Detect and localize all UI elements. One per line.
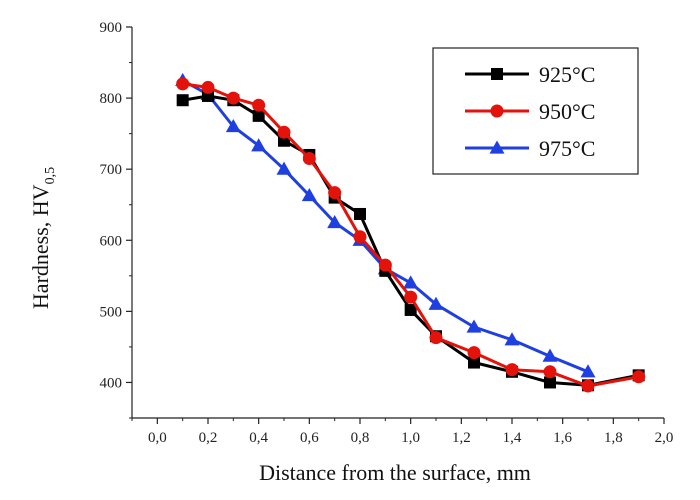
data-point xyxy=(467,346,481,360)
data-point xyxy=(277,125,291,139)
data-point xyxy=(176,94,189,107)
legend-entry-label: 950°C xyxy=(539,99,595,124)
data-point xyxy=(251,138,267,152)
data-point xyxy=(543,365,557,379)
series-line xyxy=(182,82,639,388)
series-line xyxy=(182,94,639,387)
x-tick-label: 0,8 xyxy=(351,430,370,446)
data-point xyxy=(301,187,317,202)
x-tick-label: 1,8 xyxy=(604,430,623,446)
x-tick-label: 1,4 xyxy=(503,430,522,446)
series-circle xyxy=(176,77,646,393)
data-point xyxy=(429,331,443,345)
data-point xyxy=(489,140,505,154)
data-point xyxy=(581,379,595,393)
data-point xyxy=(353,230,367,244)
y-tick-label: 600 xyxy=(100,233,123,249)
legend-box xyxy=(432,47,639,175)
data-point xyxy=(378,258,392,272)
x-tick-label: 0,4 xyxy=(249,430,268,446)
x-tick-label: 1,0 xyxy=(401,430,420,446)
data-point xyxy=(403,275,419,289)
data-point xyxy=(580,364,596,378)
data-point xyxy=(276,161,292,175)
y-axis-label: Hardness, HV0,5 xyxy=(28,167,58,309)
x-tick-label: 1,2 xyxy=(452,430,471,446)
data-point xyxy=(201,80,215,94)
data-point xyxy=(505,363,519,377)
y-axis-label-subscript: 0,5 xyxy=(43,167,58,185)
x-tick-label: 2,0 xyxy=(655,430,674,446)
legend-entry-label: 925°C xyxy=(539,62,595,87)
axes: 400 500 600 700 800 900 0,0 0,2 0,4 0,6 0,8 1,0 1,2 1… xyxy=(100,20,674,446)
data-point xyxy=(404,303,417,316)
data-point xyxy=(632,370,646,384)
data-point xyxy=(542,348,558,362)
y-tick-label: 400 xyxy=(100,375,123,391)
y-tick-label: 700 xyxy=(100,162,123,178)
legend-entry-label: 975°C xyxy=(539,136,595,161)
data-point xyxy=(490,104,504,118)
y-tick-label: 900 xyxy=(100,20,123,36)
x-tick-label: 0,0 xyxy=(148,430,167,446)
data-point xyxy=(252,98,266,112)
data-point xyxy=(468,356,480,369)
x-tick-label: 1,6 xyxy=(553,430,572,446)
y-tick-label: 500 xyxy=(100,304,123,320)
data-point xyxy=(252,109,265,122)
data-point xyxy=(328,186,342,200)
data-point xyxy=(302,152,316,166)
data-point xyxy=(226,91,240,105)
data-point xyxy=(176,77,190,91)
data-point xyxy=(225,119,241,133)
data-point xyxy=(354,207,366,220)
data-point xyxy=(327,215,343,229)
series-layer xyxy=(175,72,646,393)
data-point xyxy=(504,332,520,346)
y-tick-label: 800 xyxy=(100,91,123,107)
data-point xyxy=(404,290,418,304)
legend: 925°C 950°C 975°C xyxy=(432,47,639,175)
x-tick-label: 0,2 xyxy=(199,430,218,446)
data-point xyxy=(466,319,482,333)
x-axis-label: Distance from the surface, mm xyxy=(259,460,531,485)
data-point xyxy=(491,68,503,80)
y-axis-label-main: Hardness, HV xyxy=(28,184,53,309)
data-point xyxy=(544,376,556,389)
data-point xyxy=(428,296,444,310)
x-tick-label: 0,6 xyxy=(300,430,319,446)
